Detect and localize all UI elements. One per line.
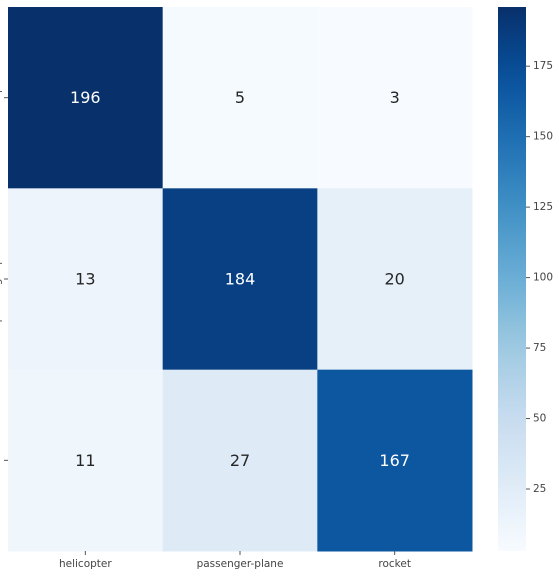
heatmap-cell bbox=[317, 188, 473, 371]
y-axis: helicopter passenger-plane rocket bbox=[0, 71, 8, 477]
cell-value-label: 167 bbox=[379, 451, 410, 470]
x-axis: helicopter passenger-plane rocket bbox=[59, 551, 411, 570]
cell-value-label: 27 bbox=[230, 451, 250, 470]
heatmap-cell bbox=[8, 369, 164, 552]
cell-value-label: 3 bbox=[390, 88, 400, 107]
colorbar-gradient bbox=[498, 7, 526, 551]
heatmap-cell bbox=[317, 369, 473, 552]
colorbar-tick-label: 100 bbox=[533, 272, 553, 284]
x-tick-label: rocket bbox=[378, 558, 411, 570]
colorbar-tick-label: 150 bbox=[533, 131, 553, 143]
heatmap-cell bbox=[8, 188, 164, 371]
colorbar: 25 50 75 100 125 150 175 bbox=[498, 7, 553, 551]
y-tick-label: passenger-plane bbox=[0, 236, 3, 323]
x-tick-label: helicopter bbox=[59, 558, 112, 570]
cell-value-label: 13 bbox=[75, 270, 95, 289]
cell-value-label: 11 bbox=[75, 451, 95, 470]
colorbar-tick-label: 125 bbox=[533, 201, 553, 213]
x-tick-label: passenger-plane bbox=[197, 558, 284, 570]
colorbar-tick-label: 25 bbox=[533, 483, 546, 495]
cell-value-label: 184 bbox=[225, 270, 256, 289]
colorbar-tick-label: 75 bbox=[533, 342, 546, 354]
heatmap-cell bbox=[8, 7, 164, 189]
heatmap-cell bbox=[162, 7, 318, 189]
y-tick-label: helicopter bbox=[0, 71, 3, 124]
heatmap-cell bbox=[162, 369, 318, 552]
y-tick-label: rocket bbox=[0, 444, 3, 477]
heatmap-cells bbox=[8, 7, 473, 552]
cell-value-label: 196 bbox=[70, 88, 101, 107]
cell-value-label: 20 bbox=[384, 270, 404, 289]
colorbar-tick-label: 175 bbox=[533, 60, 553, 72]
heatmap-cell-labels: 196 5 3 13 184 20 11 27 167 bbox=[70, 88, 410, 470]
heatmap-cell bbox=[162, 188, 318, 371]
cell-value-label: 5 bbox=[235, 88, 245, 107]
heatmap-cell bbox=[317, 7, 473, 189]
colorbar-tick-label: 50 bbox=[533, 413, 546, 425]
